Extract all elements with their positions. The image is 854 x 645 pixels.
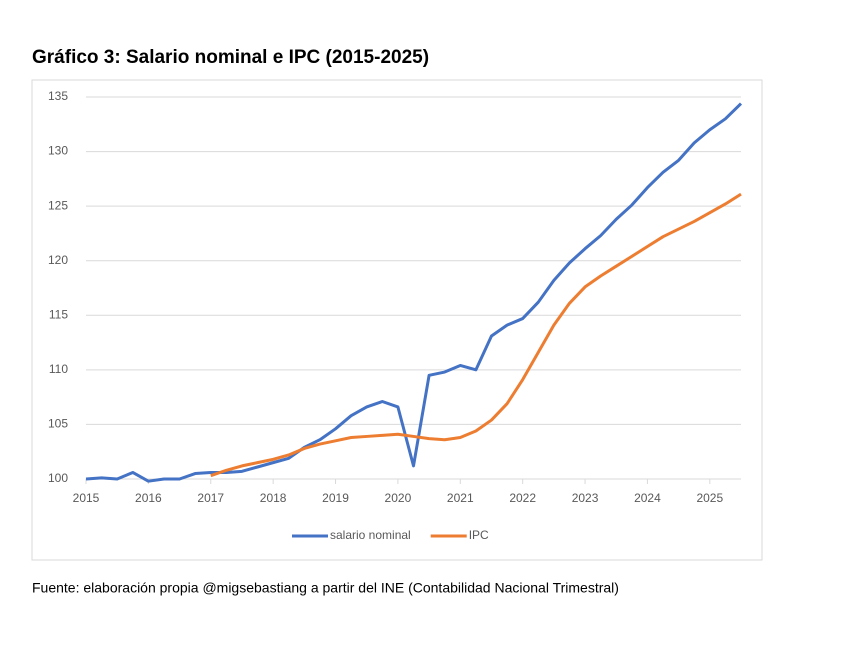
series-line bbox=[85, 102, 743, 483]
x-tick-label: 2018 bbox=[260, 491, 287, 505]
y-tick-label: 125 bbox=[48, 198, 68, 212]
source-note: Fuente: elaboración propia @migsebastian… bbox=[32, 580, 619, 596]
y-tick-label: 100 bbox=[48, 471, 68, 485]
y-tick-label: 105 bbox=[48, 417, 68, 431]
legend-label: IPC bbox=[469, 528, 489, 542]
x-tick-label: 2015 bbox=[73, 491, 100, 505]
legend-label: salario nominal bbox=[330, 528, 411, 542]
x-tick-label: 2017 bbox=[197, 491, 224, 505]
y-tick-label: 110 bbox=[49, 362, 68, 376]
y-tick-label: 130 bbox=[48, 144, 68, 158]
x-tick-label: 2023 bbox=[572, 491, 599, 505]
series-line bbox=[210, 192, 742, 478]
chart-title: Gráfico 3: Salario nominal e IPC (2015-2… bbox=[32, 47, 429, 68]
x-tick-label: 2019 bbox=[322, 491, 349, 505]
x-tick-label: 2024 bbox=[634, 491, 661, 505]
y-tick-label: 120 bbox=[48, 253, 68, 267]
x-tick-label: 2025 bbox=[696, 491, 723, 505]
y-tick-label: 115 bbox=[49, 307, 68, 321]
y-tick-label: 135 bbox=[48, 89, 68, 103]
x-tick-label: 2020 bbox=[385, 491, 412, 505]
x-tick-label: 2021 bbox=[447, 491, 474, 505]
chart-frame bbox=[31, 79, 763, 561]
x-tick-label: 2022 bbox=[509, 491, 536, 505]
x-tick-label: 2016 bbox=[135, 491, 162, 505]
